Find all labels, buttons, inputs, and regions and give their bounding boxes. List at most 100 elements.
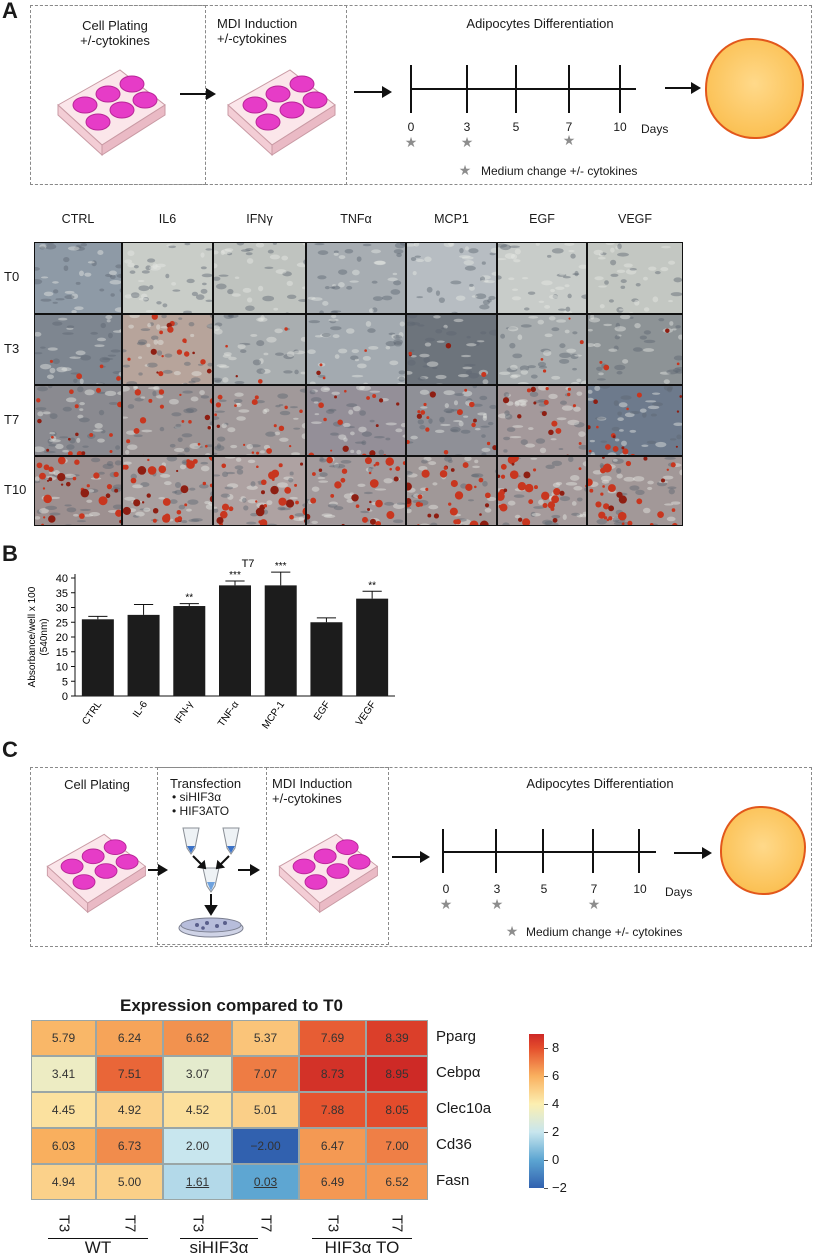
- panel-b-letter: B: [2, 541, 18, 566]
- heatmap-cell: 7.88: [299, 1092, 366, 1128]
- heatmap-column-label: T3: [55, 1214, 72, 1233]
- timeline-tick-label: 10: [633, 882, 647, 896]
- micrograph-row-label: T0: [4, 269, 20, 284]
- star-icon: ★: [562, 132, 576, 148]
- micrograph-image: [34, 314, 122, 385]
- significance-label: ***: [229, 570, 241, 581]
- micrograph-image: [34, 242, 122, 314]
- panel-c-step3-box: [266, 767, 389, 945]
- timeline-tick-label: 0: [407, 120, 415, 134]
- heatmap-cell: 5.01: [232, 1092, 299, 1128]
- star-icon: ★: [439, 896, 453, 912]
- group-bracket: [312, 1238, 412, 1239]
- x-tick-label: EGF: [312, 699, 333, 722]
- y-tick-label: 15: [56, 647, 68, 659]
- well-plate-icon: [227, 69, 336, 157]
- bar: [310, 622, 343, 696]
- colorbar-tick: [544, 1048, 548, 1049]
- y-tick-label: 35: [56, 588, 68, 600]
- micrograph-image: [587, 456, 683, 526]
- heatmap-cell: 7.51: [96, 1056, 163, 1092]
- absorbance-bar-chart: T7 0 5 10 15 20 25 30 35 40 Absorbance/well x 100(…: [27, 558, 395, 731]
- micrograph-image: [306, 314, 406, 385]
- heatmap-cell: 6.47: [299, 1128, 366, 1164]
- micrograph-column-label: EGF: [529, 212, 555, 226]
- micrograph-image: [406, 385, 497, 456]
- bar: [127, 614, 160, 696]
- colorbar-tick-label: 6: [552, 1068, 560, 1083]
- significance-label: **: [368, 580, 376, 591]
- bar: [356, 598, 389, 696]
- panel-c-step1-title: Cell Plating: [64, 777, 130, 792]
- heatmap-cell: 3.07: [163, 1056, 232, 1092]
- micrograph-row-label: T3: [4, 340, 20, 356]
- arrow-icon: [354, 86, 392, 98]
- star-icon: ★: [458, 162, 472, 178]
- heatmap-gene-label: Pparg: [436, 1028, 477, 1045]
- colorbar-tick: [544, 1188, 548, 1189]
- micrograph-image: [34, 456, 122, 526]
- micrograph-image: [406, 456, 497, 526]
- group-bracket: [48, 1238, 148, 1239]
- micrograph-column-label: VEGF: [617, 212, 653, 226]
- micrograph-image: [406, 242, 497, 314]
- micrograph-image: [587, 242, 683, 314]
- heatmap-column-label: T7: [257, 1214, 274, 1233]
- heatmap-cell: 6.24: [96, 1020, 163, 1056]
- heatmap-group-label: WT: [84, 1238, 112, 1257]
- heatmap-title: Expression compared to T0: [120, 996, 343, 1015]
- colorbar-tick: [544, 1132, 548, 1133]
- y-tick-label: 0: [62, 691, 68, 703]
- y-tick-label: 30: [56, 603, 68, 615]
- bar: [219, 585, 251, 696]
- colorbar-tick: [544, 1104, 548, 1105]
- heatmap-cell: 4.92: [96, 1092, 163, 1128]
- colorbar-tick: [544, 1160, 548, 1161]
- well-plate-icon: [46, 833, 147, 914]
- panel-a-step2-box: [205, 5, 347, 185]
- panel-a-step1-title: Cell Plating +/-cytokines: [80, 18, 150, 48]
- heatmap-cell: 4.45: [31, 1092, 96, 1128]
- panel-a-step2-title: MDI Induction +/-cytokines: [217, 16, 298, 46]
- panel-c-letter: C: [2, 737, 18, 762]
- colorbar-tick: [544, 1076, 548, 1077]
- micrograph-image: [497, 385, 587, 456]
- micrograph-column-label: CTRL: [61, 212, 95, 226]
- heatmap-cell: 7.00: [366, 1128, 428, 1164]
- star-icon: ★: [460, 134, 474, 150]
- heatmap-cell: 3.41: [31, 1056, 96, 1092]
- micrograph-image: [497, 242, 587, 314]
- heatmap-column-label: T3: [189, 1214, 206, 1233]
- heatmap-cell: 5.79: [31, 1020, 96, 1056]
- micrograph-image: [122, 314, 213, 385]
- heatmap-cell: 8.05: [366, 1092, 428, 1128]
- y-tick-label: 5: [62, 676, 68, 688]
- timeline-tick-label: 5: [540, 882, 548, 896]
- micrograph-row-label: T7: [4, 411, 20, 427]
- micrograph-row-label: T10: [4, 482, 27, 497]
- heatmap-column-label: T7: [388, 1214, 406, 1233]
- heatmap-gene-label: Cd36: [436, 1136, 472, 1153]
- colorbar-gradient: [529, 1034, 544, 1188]
- heatmap-cell: 2.00: [163, 1128, 232, 1164]
- arrow-icon: [665, 82, 701, 94]
- y-tick-label: 40: [56, 573, 68, 585]
- transfection-tubes-icon: [178, 827, 244, 938]
- group-bracket: [180, 1238, 258, 1239]
- well-plate-icon: [57, 69, 166, 157]
- adipocyte-icon: [705, 38, 804, 139]
- micrograph-image: [306, 456, 406, 526]
- arrow-icon: [392, 851, 430, 863]
- heatmap-gene-label: Cebpα: [436, 1064, 481, 1081]
- heatmap-cell: 4.52: [163, 1092, 232, 1128]
- heatmap-cell: 4.94: [31, 1164, 96, 1200]
- micrograph-image: [306, 242, 406, 314]
- micrograph-image: [497, 456, 587, 526]
- x-tick-label: MCP-1: [260, 699, 287, 731]
- timeline-tick-label: 5: [512, 120, 520, 134]
- heatmap-cell: 0.03: [232, 1164, 299, 1200]
- micrograph-image: [213, 385, 306, 456]
- x-tick-label: CTRL: [80, 699, 104, 727]
- panel-c-step2-title: Transfection: [170, 776, 242, 791]
- panel-a-step3-title: Adipocytes Differentiation: [466, 16, 614, 31]
